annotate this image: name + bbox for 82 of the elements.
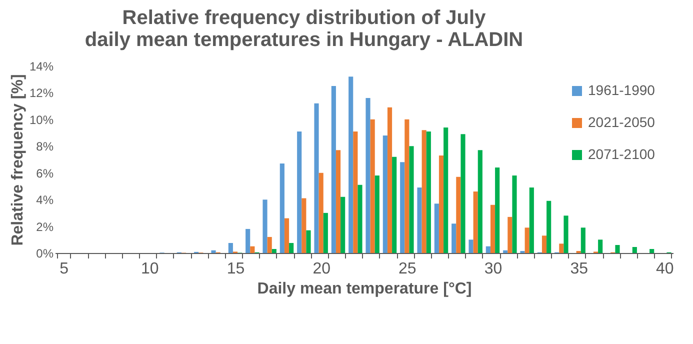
bar: [422, 130, 426, 253]
bar: [289, 242, 294, 253]
bar: [400, 162, 405, 253]
y-tick-label: 12%: [29, 86, 54, 100]
bar: [468, 240, 474, 253]
bar: [564, 216, 568, 253]
bar: [348, 76, 354, 253]
legend-label: 1961-1990: [588, 82, 656, 98]
bar: [246, 228, 250, 253]
bar: [438, 155, 444, 253]
bar: [302, 198, 306, 253]
bar: [426, 131, 431, 253]
bar: [434, 204, 439, 253]
y-tick-label: 4%: [36, 193, 54, 208]
bar: [323, 212, 328, 253]
bar: [297, 131, 302, 253]
bar: [336, 150, 341, 253]
y-tick-label: 0%: [36, 246, 54, 260]
bar: [318, 172, 324, 253]
bar: [370, 119, 375, 253]
bar: [490, 204, 496, 253]
bar: [340, 196, 346, 253]
bar: [546, 200, 552, 253]
x-tick-label: 30: [484, 260, 502, 278]
bar: [409, 146, 414, 253]
bar: [331, 86, 336, 253]
bar: [615, 244, 620, 253]
bar: [444, 127, 448, 253]
x-tick-label: 25: [398, 260, 416, 278]
bar: [272, 248, 276, 253]
bar: [374, 176, 380, 253]
bar: [306, 230, 311, 253]
y-axis-title: Relative frequency [%]: [9, 74, 26, 246]
bar: [387, 107, 392, 253]
legend-label: 2021-2050: [588, 114, 656, 130]
bar: [478, 150, 482, 253]
bar: [598, 240, 603, 253]
x-tick-label: 10: [141, 260, 159, 278]
chart-title: Relative frequency distribution of July daily mean temperatures in Hungary - ALADIN: [84, 7, 524, 51]
bar: [524, 228, 530, 253]
x-tick-label: 35: [570, 260, 588, 278]
bar: [512, 176, 517, 253]
bar: [382, 135, 388, 253]
bar: [262, 200, 268, 253]
y-tick-label: 14%: [29, 60, 54, 74]
bar: [284, 218, 290, 253]
bar: [358, 184, 362, 253]
bar: [228, 242, 233, 253]
bar: [417, 188, 422, 253]
bar: [650, 248, 654, 253]
bar: [542, 236, 547, 253]
bar: [580, 228, 586, 253]
y-tick-label: 2%: [36, 220, 54, 234]
bar: [366, 98, 370, 253]
bar: [456, 176, 461, 253]
bar: [503, 250, 508, 253]
bar: [486, 246, 490, 253]
x-tick-label: 5: [60, 260, 69, 278]
bar: [473, 192, 478, 253]
x-tick-label: 40: [656, 260, 674, 278]
legend-label: 2071-2100: [588, 146, 656, 162]
bar: [353, 131, 358, 253]
bar: [632, 246, 637, 253]
bar: [211, 250, 216, 253]
y-tick-label: 8%: [36, 140, 54, 154]
bar: [267, 236, 272, 253]
bar: [559, 244, 564, 253]
bar: [280, 164, 284, 253]
bar: [250, 246, 255, 253]
bar: [404, 119, 410, 253]
x-tick-label: 15: [226, 260, 245, 278]
y-tick-label: 6%: [36, 166, 54, 180]
bar: [495, 168, 500, 253]
x-tick-label: 20: [312, 260, 331, 278]
bar: [314, 103, 319, 253]
bar: [508, 216, 512, 253]
bar: [392, 156, 397, 253]
bar: [529, 188, 534, 253]
x-axis-title: Daily mean temperature [°C]: [257, 280, 472, 298]
bar: [460, 134, 466, 253]
y-tick-label: 10%: [29, 112, 54, 127]
bar: [452, 224, 456, 253]
